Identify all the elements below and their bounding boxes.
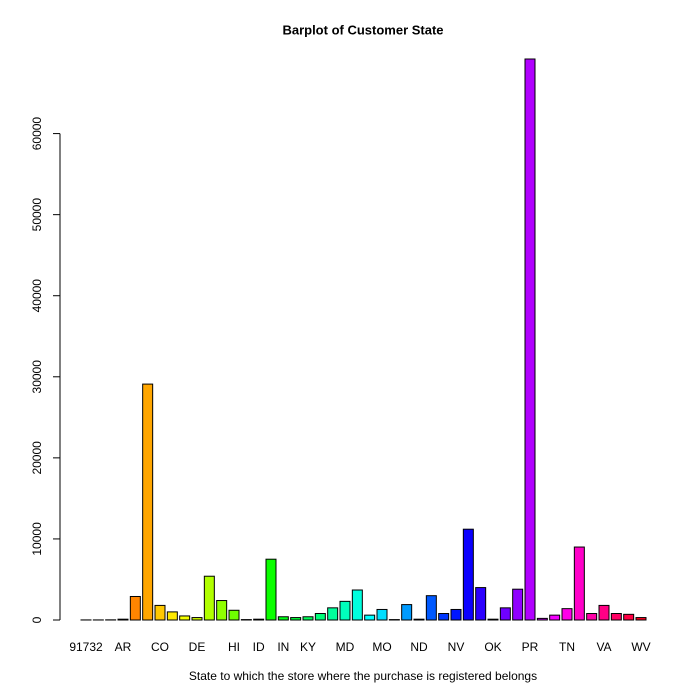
x-tick-label: OK bbox=[484, 640, 501, 654]
x-tick-label: IN bbox=[277, 640, 289, 654]
y-tick-label: 20000 bbox=[30, 441, 44, 475]
x-tick-label: VA bbox=[596, 640, 611, 654]
x-axis-label: State to which the store where the purch… bbox=[189, 669, 537, 683]
bar bbox=[154, 604, 166, 621]
x-tick-label: MO bbox=[372, 640, 391, 654]
bar bbox=[203, 575, 215, 621]
x-tick-label: WV bbox=[631, 640, 650, 654]
bar bbox=[524, 58, 536, 621]
bar bbox=[487, 618, 499, 621]
bar bbox=[129, 595, 141, 621]
bar bbox=[327, 607, 339, 621]
y-tick-label: 10000 bbox=[30, 522, 44, 556]
bar bbox=[462, 528, 474, 621]
x-tick-label: HI bbox=[228, 640, 240, 654]
bar bbox=[549, 614, 561, 621]
bar bbox=[290, 617, 302, 621]
bar bbox=[413, 618, 425, 621]
bar bbox=[191, 617, 203, 621]
bar bbox=[166, 611, 178, 621]
bar bbox=[586, 613, 598, 621]
bar bbox=[277, 616, 289, 621]
x-tick-label: CO bbox=[151, 640, 169, 654]
bar bbox=[450, 608, 462, 621]
x-tick-label: 91732 bbox=[69, 640, 103, 654]
bar bbox=[598, 604, 610, 621]
bar bbox=[265, 558, 277, 621]
bar bbox=[228, 609, 240, 621]
x-tick-label: AR bbox=[115, 640, 132, 654]
bar bbox=[216, 600, 228, 621]
bar bbox=[302, 616, 314, 621]
y-tick-label: 40000 bbox=[30, 279, 44, 313]
y-tick-label: 60000 bbox=[30, 117, 44, 151]
bar bbox=[635, 617, 647, 621]
x-tick-label: DE bbox=[189, 640, 206, 654]
y-tick-label: 0 bbox=[30, 616, 44, 623]
x-tick-label: NV bbox=[448, 640, 465, 654]
chart-title: Barplot of Customer State bbox=[282, 22, 443, 37]
bar bbox=[561, 608, 573, 621]
x-tick-label: PR bbox=[522, 640, 539, 654]
bar bbox=[179, 615, 191, 621]
x-tick-label: ID bbox=[253, 640, 265, 654]
x-tick-label: KY bbox=[300, 640, 316, 654]
bar bbox=[142, 383, 154, 621]
bar bbox=[339, 600, 351, 621]
x-tick-label: TN bbox=[559, 640, 575, 654]
bar bbox=[364, 614, 376, 621]
bar bbox=[314, 613, 326, 621]
bar bbox=[351, 589, 363, 621]
y-tick-label: 30000 bbox=[30, 360, 44, 394]
bar bbox=[117, 618, 129, 621]
bar bbox=[475, 587, 487, 621]
y-tick-label: 50000 bbox=[30, 198, 44, 232]
bar bbox=[401, 604, 413, 621]
bar bbox=[623, 613, 635, 621]
bar bbox=[253, 618, 265, 621]
bar bbox=[499, 607, 511, 621]
bar bbox=[573, 546, 585, 621]
bar bbox=[512, 588, 524, 621]
bar bbox=[376, 608, 388, 621]
x-tick-label: ND bbox=[410, 640, 428, 654]
bar bbox=[438, 613, 450, 621]
x-tick-label: MD bbox=[336, 640, 355, 654]
bar bbox=[425, 595, 437, 621]
bar bbox=[536, 617, 548, 621]
bar bbox=[610, 613, 622, 621]
